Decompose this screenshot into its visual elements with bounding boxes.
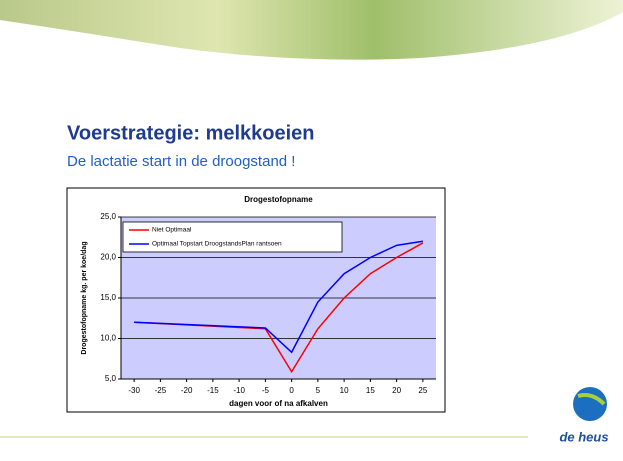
legend-box	[122, 221, 343, 253]
logo-swoosh	[577, 393, 606, 406]
x-tick-label: -30	[128, 386, 140, 395]
x-tick-label: 15	[366, 386, 375, 395]
x-tick-label: 5	[316, 386, 321, 395]
x-tick-label: -20	[181, 386, 193, 395]
y-tick-label: 15,0	[100, 293, 116, 302]
x-tick-label: 10	[340, 386, 349, 395]
y-tick-label: 20,0	[100, 253, 116, 262]
slide-title: Voerstrategie: melkkoeien	[67, 122, 315, 144]
chart: Drogestofopname 5,0 10,0 15,0 20,0 25,0 -30 -25…	[81, 195, 436, 408]
x-tick-label: 20	[392, 386, 401, 395]
header-band	[0, 0, 623, 60]
logo-text: de heus	[559, 429, 608, 444]
x-tick-label: 25	[418, 386, 427, 395]
y-tick-label: 25,0	[100, 212, 116, 221]
legend-label: Niet Optimaal	[152, 227, 192, 234]
x-axis-title: dagen voor of na afkalven	[229, 399, 328, 408]
legend-label: Optimaal Topstart DroogstandsPlan rantso…	[152, 241, 282, 248]
x-tick-label: -5	[262, 386, 270, 395]
x-tick-label: -10	[233, 386, 245, 395]
y-tick-label: 5,0	[105, 374, 117, 383]
x-tick-label: -15	[207, 386, 219, 395]
chart-title: Drogestofopname	[244, 195, 313, 204]
x-tick-label: -25	[155, 386, 167, 395]
series-line	[134, 242, 424, 374]
y-tick-label: 10,0	[100, 334, 116, 343]
x-tick-label: 0	[289, 386, 294, 395]
y-axis-title: Drogestofopname kg. per koe/dag	[81, 241, 88, 354]
slide-subtitle: De lactatie start in de droogstand !	[67, 153, 295, 170]
series-line	[134, 240, 423, 354]
